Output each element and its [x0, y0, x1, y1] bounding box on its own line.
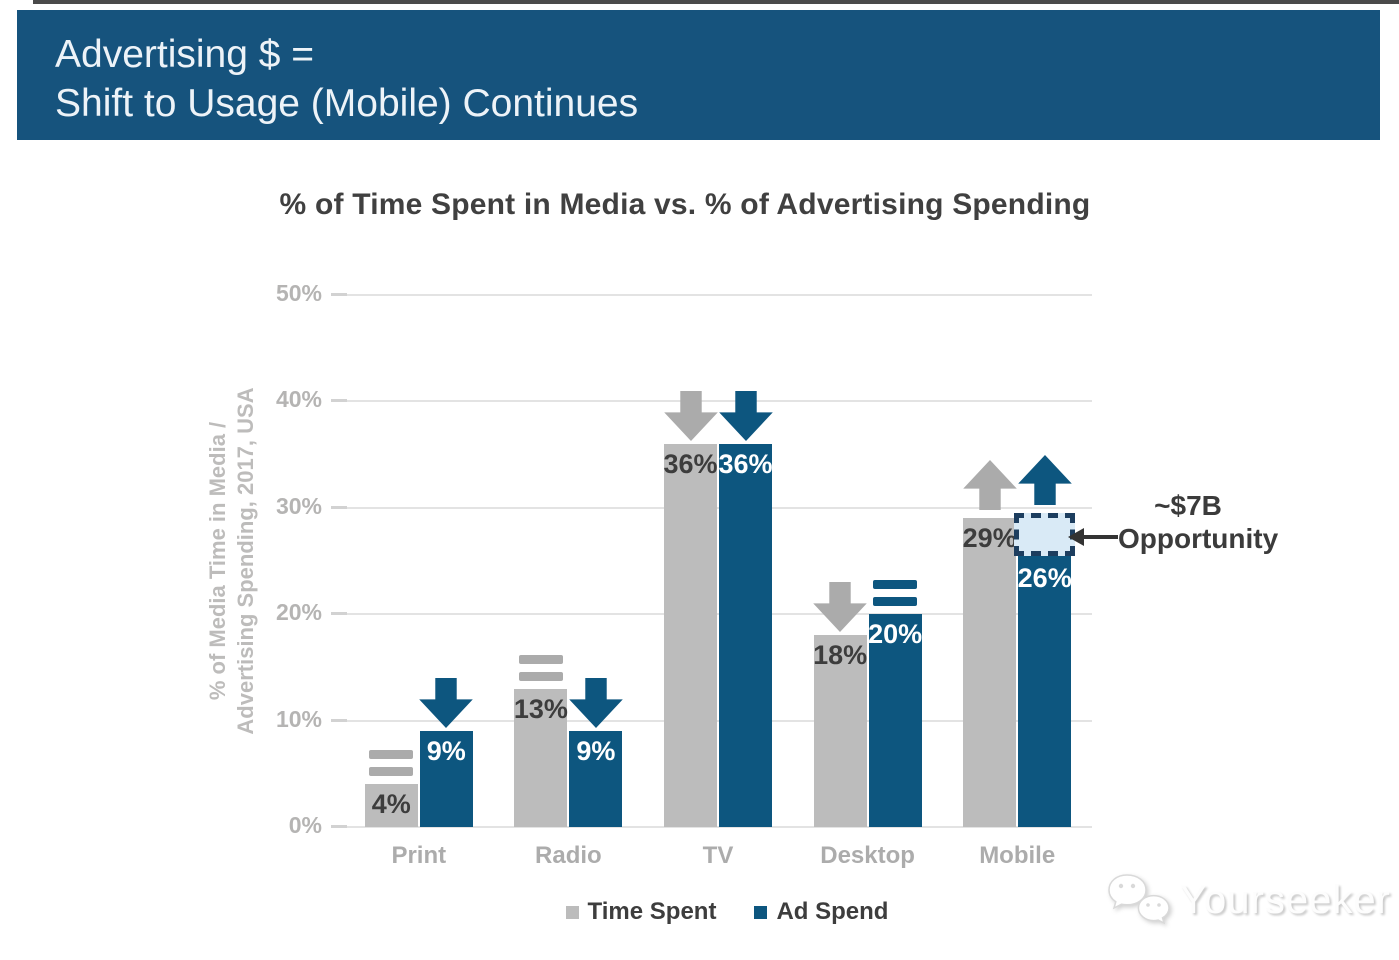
- y-axis-tick: [331, 293, 347, 296]
- legend-swatch: [754, 905, 768, 919]
- legend-swatch: [565, 905, 579, 919]
- annotation-value: ~$7B: [1154, 490, 1222, 521]
- gridline: [344, 826, 1092, 828]
- legend-label: Time Spent: [587, 898, 717, 925]
- bar-value-time-spent-print: 4%: [371, 789, 411, 820]
- bar-ad-spend-mobile: [1018, 550, 1072, 827]
- trend-up-arrow-icon: [1017, 455, 1072, 510]
- opportunity-annotation: ~$7B Opportunity: [1118, 489, 1279, 555]
- chart-legend: Time Spent Ad Spend: [57, 898, 1397, 926]
- wechat-icon: [1108, 874, 1170, 925]
- annotation-label: Opportunity: [1118, 523, 1279, 554]
- watermark-text: Yourseeker: [1180, 877, 1391, 922]
- y-axis-label: % of Media Time in Media / Advertising S…: [204, 387, 260, 734]
- bar-ad-spend-print: [419, 731, 473, 827]
- y-axis-label-line1: % of Media Time in Media /: [205, 421, 230, 701]
- y-axis-tick-label: 0%: [288, 812, 322, 838]
- trend-up-arrow-icon: [962, 460, 1017, 515]
- y-axis-tick: [331, 399, 347, 403]
- y-axis-tick-label: 30%: [275, 492, 322, 519]
- bar-time-spent-print: [364, 784, 418, 827]
- gridline: [344, 613, 1092, 616]
- category-label-radio: Radio: [535, 842, 602, 869]
- bar-value-time-spent-mobile: 29%: [962, 523, 1017, 554]
- bar-value-time-spent-desktop: 18%: [813, 640, 868, 671]
- y-axis-tick: [331, 612, 347, 616]
- trend-down-arrow-icon: [813, 582, 867, 637]
- header-title-line2: Shift to Usage (Mobile) Continues: [55, 82, 639, 125]
- bar-value-ad-spend-desktop: 20%: [868, 619, 923, 650]
- trend-flat-bar: [369, 750, 414, 760]
- category-label-tv: TV: [702, 842, 734, 869]
- gridline: [344, 506, 1092, 509]
- bar-time-spent-tv: [664, 443, 717, 827]
- bar-time-spent-desktop: [813, 635, 867, 827]
- y-axis-tick-label: 40%: [275, 386, 322, 413]
- bar-value-ad-spend-radio: 9%: [576, 736, 616, 767]
- bar-value-ad-spend-mobile: 26%: [1017, 563, 1072, 594]
- annotation-arrow-line: [1084, 535, 1118, 539]
- top-border-line: [33, 0, 1399, 4]
- bar-value-time-spent-tv: 36%: [663, 448, 718, 479]
- trend-down-arrow-icon: [419, 678, 474, 733]
- trend-flat-icon: [873, 580, 918, 614]
- y-axis-label-line2: Advertising Spending, 2017, USA: [233, 387, 258, 735]
- annotation-arrow-head: [1068, 528, 1084, 546]
- trend-flat-bar: [518, 654, 563, 664]
- legend-item-time-spent: Time Spent: [565, 898, 717, 926]
- y-axis-tick: [331, 505, 347, 509]
- bar-ad-spend-tv: [719, 443, 772, 827]
- trend-flat-icon: [369, 750, 414, 784]
- trend-flat-icon: [518, 654, 563, 689]
- header-title-line1: Advertising $ =: [55, 33, 315, 76]
- bar-time-spent-mobile: [963, 518, 1017, 827]
- bar-value-ad-spend-print: 9%: [426, 736, 466, 767]
- chart-title: % of Time Spent in Media vs. % of Advert…: [279, 188, 1091, 221]
- slide-header: Advertising $ = Shift to Usage (Mobile) …: [17, 10, 1380, 140]
- legend-label: Ad Spend: [776, 898, 889, 925]
- opportunity-gap-box: [1014, 513, 1076, 557]
- trend-flat-bar: [369, 767, 414, 777]
- y-axis-tick-label: 10%: [275, 705, 322, 732]
- bar-value-time-spent-radio: 13%: [513, 693, 568, 724]
- y-axis-tick: [331, 825, 347, 828]
- legend-item-ad-spend: Ad Spend: [754, 898, 888, 926]
- trend-down-arrow-icon: [569, 678, 623, 733]
- bar-time-spent-radio: [514, 688, 568, 827]
- trend-flat-bar: [873, 580, 918, 590]
- gridline: [344, 719, 1092, 722]
- bar-ad-spend-desktop: [868, 614, 922, 827]
- y-axis-tick: [331, 718, 347, 722]
- category-label-mobile: Mobile: [979, 842, 1056, 869]
- category-label-print: Print: [391, 842, 447, 869]
- gridline: [344, 400, 1092, 403]
- category-label-desktop: Desktop: [820, 842, 915, 869]
- trend-down-arrow-icon: [663, 390, 718, 446]
- bar-value-ad-spend-tv: 36%: [718, 448, 773, 479]
- watermark: Yourseeker: [1108, 872, 1391, 928]
- y-axis-tick-label: 50%: [275, 280, 322, 306]
- gridline: [344, 294, 1092, 296]
- trend-flat-bar: [518, 671, 563, 681]
- trend-down-arrow-icon: [718, 390, 773, 446]
- y-axis-tick-label: 20%: [275, 599, 322, 626]
- trend-flat-bar: [873, 597, 918, 607]
- bar-ad-spend-radio: [569, 731, 623, 827]
